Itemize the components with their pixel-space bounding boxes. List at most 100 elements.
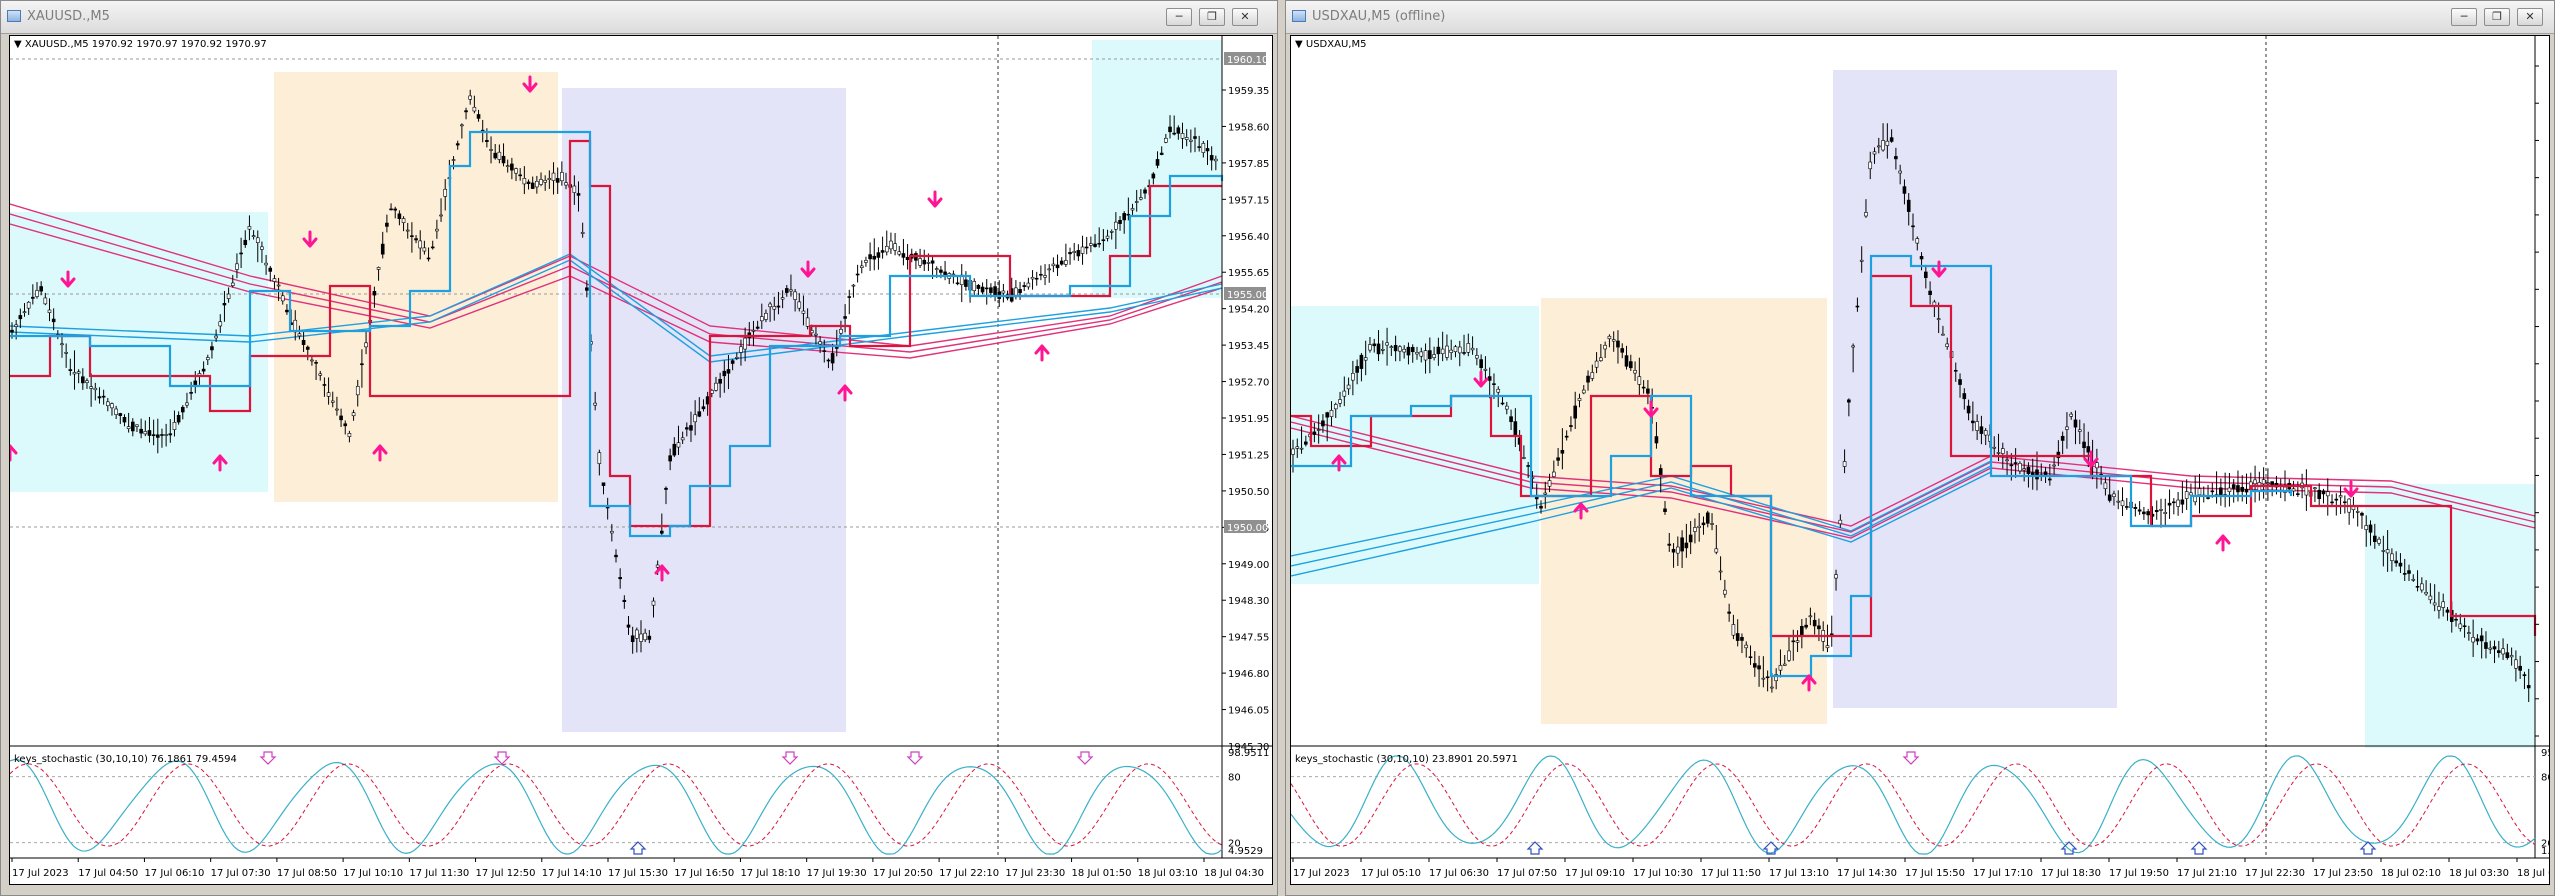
chart-canvas[interactable]: 1959.35 1958.60 1957.85 1957.15 1956.40 1955.… [10, 36, 1273, 885]
candle-body [497, 151, 502, 160]
candle-body [1539, 505, 1543, 509]
session-zone-3 [1833, 70, 2117, 708]
candle-body [1889, 137, 1894, 142]
candle-body [718, 378, 722, 384]
candle-body [1513, 421, 1518, 437]
arrow-shape [1801, 674, 1817, 692]
candle-body [1945, 343, 1950, 347]
candle-body [759, 316, 764, 322]
candle-body [1193, 136, 1197, 139]
candle-body [60, 343, 64, 346]
candle-body [176, 415, 181, 423]
candle-body [1881, 140, 1885, 151]
candle-body [1445, 345, 1449, 358]
candle-body [2313, 487, 2317, 490]
stochastic-down-icon [1076, 751, 1094, 765]
candle-body [243, 239, 248, 246]
candle-body [880, 250, 885, 253]
candle-body [455, 143, 460, 146]
window-titlebar[interactable]: XAUUSD.,M5 ─ ❐ ✕ [1, 1, 1277, 34]
candle-body [1351, 373, 1355, 381]
arrow-shape [800, 260, 816, 278]
candle-body [884, 246, 889, 253]
candle-body [1043, 275, 1047, 278]
candle-body [1475, 355, 1479, 359]
chart-ohlc: USDXAU,M5 [1305, 39, 1367, 50]
chart-window-usdxau[interactable]: USDXAU,M5 (offline) ─ ❐ ✕ 95.0243 80 201.0… [1285, 0, 2555, 896]
candle-body [2471, 637, 2475, 643]
candle-body [226, 293, 231, 299]
candle-body [422, 247, 427, 252]
candle-body [1928, 290, 1932, 296]
candle-body [1569, 425, 1573, 427]
candle-body [1143, 189, 1147, 194]
chart-area[interactable]: 95.0243 80 201.007 17 Jul 2023 17 Jul 05:10 1… [1290, 35, 2550, 885]
chart-menu-icon[interactable]: ▼ [14, 39, 22, 50]
candle-body [1496, 388, 1501, 393]
chart-menu-icon[interactable]: ▼ [1295, 39, 1303, 50]
window-splitter[interactable] [1278, 0, 1286, 896]
maximize-button[interactable]: ❐ [2484, 8, 2510, 26]
candle-body [660, 530, 664, 534]
candle-body [793, 291, 797, 300]
candle-body [685, 427, 689, 430]
candle-body [2291, 488, 2296, 492]
candle-body [739, 346, 743, 353]
trend-band-line-2 [10, 259, 1223, 363]
time-label: 17 Jul 14:10 [542, 868, 602, 879]
candle-body [1872, 151, 1877, 155]
candle-body [143, 431, 148, 435]
candle-body [1975, 421, 1979, 431]
minimize-button[interactable]: ─ [1166, 8, 1192, 26]
window-titlebar[interactable]: USDXAU,M5 (offline) ─ ❐ ✕ [1286, 1, 2554, 34]
time-label: 17 Jul 17:10 [1973, 868, 2033, 879]
arrow-shape [10, 444, 18, 462]
chart-symbol-label: ▼ USDXAU,M5 [1295, 39, 1366, 50]
candle-body [305, 346, 310, 350]
arrow-down-icon [302, 230, 318, 248]
stochastic-down-icon [781, 751, 799, 765]
candle-body [2330, 501, 2334, 504]
candle-body [726, 369, 731, 374]
candle-body [260, 246, 264, 250]
candle-body [339, 415, 343, 421]
candle-body [1637, 376, 1642, 385]
candle-body [364, 342, 368, 348]
chart-canvas[interactable]: 95.0243 80 201.007 17 Jul 2023 17 Jul 05:10 1… [1291, 36, 2550, 885]
price-label: 1953.45 [1228, 341, 1269, 352]
candle-body [2120, 500, 2125, 507]
candle-body [64, 352, 68, 354]
candle-body [539, 179, 543, 185]
price-label: 1959.35 [1228, 86, 1269, 97]
session-zone-1 [10, 212, 268, 492]
candle-body [2095, 462, 2099, 469]
minimize-button[interactable]: ─ [2451, 8, 2477, 26]
candle-body [81, 376, 85, 384]
candle-body [530, 182, 535, 189]
price-label: 1951.25 [1228, 450, 1269, 461]
candle-body [1573, 405, 1578, 419]
candle-body [251, 235, 256, 238]
arrow-up-icon [10, 444, 18, 462]
close-button[interactable]: ✕ [1232, 8, 1258, 26]
candle-body [2000, 448, 2005, 454]
candle-body [1155, 159, 1160, 166]
chart-symbol-label: ▼ XAUUSD.,M5 1970.92 1970.97 1970.92 197… [14, 39, 267, 50]
chart-window-xauusd[interactable]: XAUUSD.,M5 ─ ❐ ✕ 1959.35 1958.60 1957.85 19… [0, 0, 1278, 896]
candle-body [1457, 346, 1462, 354]
window-title: XAUUSD.,M5 [27, 9, 110, 24]
chart-area[interactable]: 1959.35 1958.60 1957.85 1957.15 1956.40 1955.… [9, 35, 1273, 885]
candle-body [1663, 508, 1667, 512]
candle-body [1902, 186, 1907, 194]
candle-body [2082, 441, 2086, 449]
candle-body [2086, 446, 2091, 453]
candle-body [485, 140, 489, 142]
candle-body [876, 252, 881, 258]
candle-body [1680, 537, 1684, 552]
candle-body [1105, 235, 1110, 239]
candle-body [1329, 410, 1334, 418]
candle-body [97, 396, 102, 399]
maximize-button[interactable]: ❐ [1199, 8, 1225, 26]
close-button[interactable]: ✕ [2517, 8, 2543, 26]
time-label: 17 Jul 21:10 [2177, 868, 2237, 879]
